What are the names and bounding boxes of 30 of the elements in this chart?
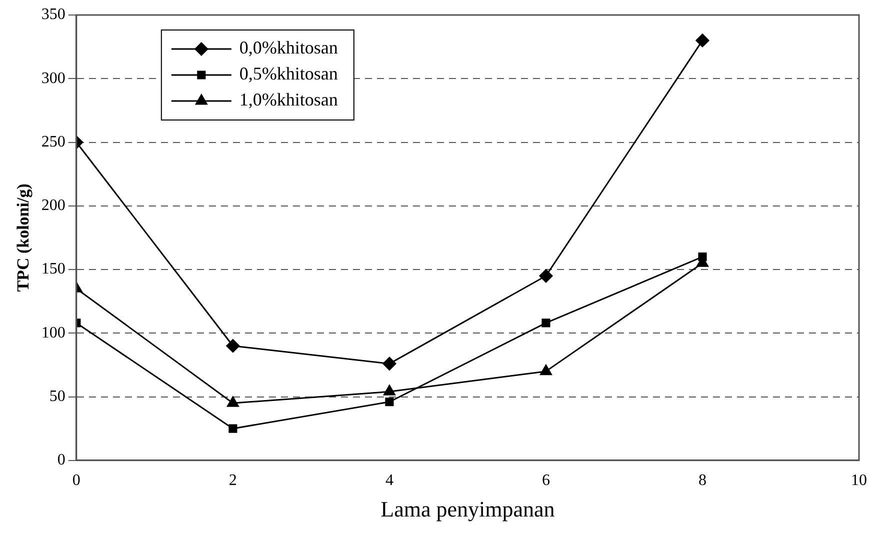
point xyxy=(696,34,710,48)
legend-label: 0,5%khitosan xyxy=(239,64,338,84)
point xyxy=(539,269,553,283)
y-tick-label: 150 xyxy=(41,260,66,278)
y-tick-label: 350 xyxy=(41,6,66,24)
x-axis-title: Lama penyimpanan xyxy=(380,496,555,522)
y-axis-title: TPC (koloni/g) xyxy=(14,184,33,292)
point xyxy=(698,252,707,262)
y-tick-label: 200 xyxy=(41,197,66,214)
x-tick-label: 0 xyxy=(72,472,80,490)
y-tick-label: 0 xyxy=(57,452,66,469)
y-tick-label: 100 xyxy=(41,324,66,342)
point xyxy=(540,364,552,376)
y-tick-label: 50 xyxy=(49,388,66,405)
point xyxy=(385,398,394,406)
x-tick-label: 10 xyxy=(851,472,867,490)
x-tick-label: 4 xyxy=(385,472,394,490)
point xyxy=(542,318,550,328)
x-tick-label: 6 xyxy=(542,472,550,490)
point xyxy=(383,384,396,396)
legend-label: 0,0%khitosan xyxy=(239,38,338,58)
point xyxy=(228,424,238,433)
y-tick-label: 300 xyxy=(41,70,66,87)
x-tick-label: 2 xyxy=(228,472,237,490)
point xyxy=(226,396,239,407)
point xyxy=(382,356,396,370)
point xyxy=(226,339,240,353)
y-tick-label: 250 xyxy=(41,133,66,150)
legend-label: 1,0%khitosan xyxy=(239,90,338,110)
x-tick-label: 8 xyxy=(698,472,706,490)
